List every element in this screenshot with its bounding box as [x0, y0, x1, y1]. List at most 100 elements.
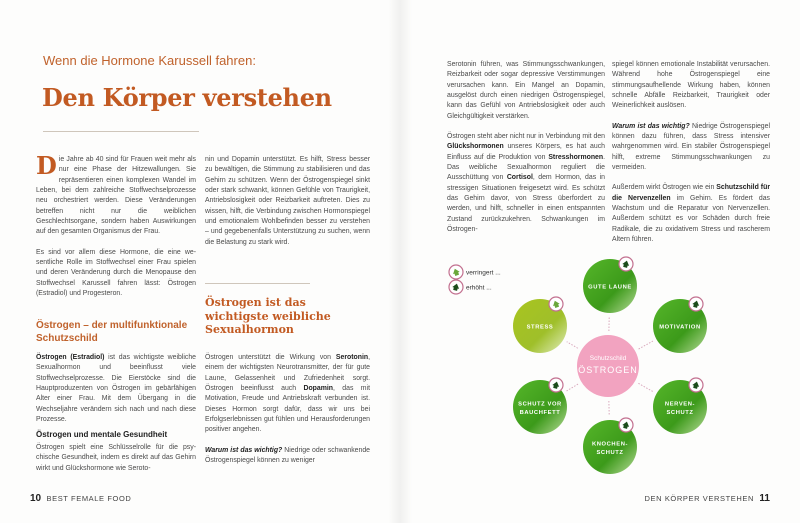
text-run: Niedrige Östrogen­spiegel können dazu fü… [612, 122, 770, 172]
node-label: SCHUTZ [596, 450, 623, 456]
paragraph: Warum ist das wichtig? Niedrige oder sch… [205, 446, 370, 467]
page-gutter [388, 0, 412, 523]
node-circle [513, 299, 567, 353]
column-2: nin und Dopamin unterstützt. Es hilft, S… [205, 155, 370, 258]
text-run: , das mit Motivation, Freude und Antrieb… [205, 385, 370, 434]
node-schutz-vor-bauchfett: SCHUTZ VOR BAUCHFETT [513, 377, 567, 434]
column-1-lower: Östrogen (Estradiol) ist das wichtigste … [36, 353, 196, 435]
subheading: Östrogen und mentale Gesundheit [36, 430, 168, 439]
emphasis-text: Cortisol [506, 174, 533, 182]
node-label: SCHUTZ VOR [518, 401, 562, 407]
footer-right: DEN KÖRPER VERSTEHEN 11 [645, 493, 770, 504]
page-title: Den Körper verstehen [42, 83, 332, 112]
emphasis-text: Schutz­schild für die Nervenzellen [612, 184, 770, 202]
intro-text: ie Jahre ab 40 sind für Frauen weit mehr… [36, 156, 196, 236]
node-circle [653, 380, 707, 434]
node-label: STRESS [527, 325, 554, 331]
text-run: Östrogen steht aber nicht nur in Verbind… [447, 133, 605, 141]
connector-line [638, 382, 654, 393]
text-run: , dem Hormon, das in stressigen Situatio… [447, 174, 605, 234]
column-3: Serotonin führen, was Stimmungsschwan­ku… [447, 60, 605, 246]
paragraph: Östrogen (Estradiol) ist das wichtigste … [36, 353, 196, 425]
node-motivation: MOTIVATION [653, 296, 707, 353]
paragraph: spiegel können emotionale Instabilität v… [612, 61, 770, 110]
emphasis-text: Warum ist das wichtig? [205, 446, 283, 454]
connector-line [566, 383, 579, 392]
center-label: ÖSTROGEN [578, 365, 638, 375]
connector-line [566, 341, 579, 349]
text-run: ist das wichtigste weib­liche Sexualhorm… [36, 354, 196, 424]
paragraph: Östrogen unterstützt die Wirkung von Ser… [205, 353, 370, 436]
node-circle [653, 299, 707, 353]
center-node: Schutzschild ÖSTROGEN [577, 335, 639, 397]
legend-label: verringert ... [466, 270, 501, 277]
node-knochen-schutz: KNOCHEN- SCHUTZ [583, 417, 637, 474]
emphasis-text: Östrogen (Estradiol) [36, 354, 105, 361]
arrow-up-icon [448, 279, 464, 295]
column-2-lower: Östrogen unterstützt die Wirkung von Ser… [205, 353, 370, 476]
node-label: MOTIVATION [659, 325, 701, 331]
section-heading: Östrogen – der multifunktionale Schutzsc… [36, 320, 188, 344]
diagram-connectors [566, 316, 654, 417]
emphasis-text: Glückshormonen [447, 143, 504, 151]
paragraph: Außerdem wirkt Östrogen wie ein Schutz­s… [612, 183, 770, 245]
emphasis-text: Stresshormonen [548, 153, 604, 161]
text-run: Niedrige oder schwan­kende Östrogenspieg… [205, 446, 370, 465]
text-run: unseres Körpers, es hat auch Einfluss au… [447, 143, 605, 161]
text-run: Außerdem wirkt Östrogen wie ein [612, 184, 717, 192]
emphasis-text: Sero­tonin [335, 354, 369, 361]
node-label: GUTE LAUNE [588, 285, 632, 291]
node-label: KNOCHEN- [592, 441, 628, 447]
paragraph: Östrogen spielt eine Schlüsselrolle für … [36, 444, 196, 472]
arrow-down-icon [448, 264, 464, 280]
node-circle [583, 259, 637, 313]
text-run: , einem der wichtigsten Neurotransmit­te… [205, 354, 370, 393]
node-label: SCHUTZ [666, 410, 693, 416]
arrow-up-icon [618, 256, 634, 272]
paragraph: Serotonin führen, was Stimmungsschwan­ku… [447, 61, 605, 120]
arrow-up-icon [688, 377, 704, 393]
divider [43, 131, 199, 132]
node-circle [513, 380, 567, 434]
footer-left: 10 BEST FEMALE FOOD [30, 493, 131, 504]
paragraph: nin und Dopamin unterstützt. Es hilft, S… [205, 156, 370, 246]
paragraph: Es sind vor allem diese Hormone, die ein… [36, 248, 196, 298]
center-circle [577, 335, 639, 397]
node-label: BAUCHFETT [520, 410, 561, 416]
node-nerven-schutz: NERVEN- SCHUTZ [653, 377, 707, 434]
arrow-down-icon [548, 296, 564, 312]
connector-line [638, 340, 654, 350]
text-run: Östrogen unterstützt die Wirkung von [205, 354, 336, 361]
running-footer: DEN KÖRPER VERSTEHEN [644, 494, 755, 503]
paragraph: Warum ist das wichtig? Niedrige Östrogen… [612, 122, 770, 174]
diagram-nodes: GUTE LAUNEMOTIVATIONNERVEN-SCHUTZKNOCHEN… [513, 256, 707, 474]
drop-cap: D [36, 151, 57, 180]
section-heading: Östrogen ist das wichtigste weibliche Se… [205, 296, 331, 336]
arrow-up-icon [688, 296, 704, 312]
node-circle [583, 420, 637, 474]
chapter-kicker: Wenn die Hormone Karussell fahren: [43, 53, 256, 68]
text-run: . Das weibliche Sexualhor­mon reguliert … [447, 153, 605, 182]
page-number: 11 [759, 493, 770, 504]
node-label: NERVEN- [665, 401, 695, 407]
running-footer: BEST FEMALE FOOD [46, 494, 132, 503]
column-1-bottom: Östrogen spielt eine Schlüsselrolle für … [36, 443, 196, 484]
legend-label: erhöht ... [466, 285, 492, 292]
emphasis-text: Dopamin [303, 385, 333, 393]
page-number: 10 [30, 493, 42, 504]
arrow-up-icon [548, 377, 564, 393]
diagram-legend: verringert ... erhöht ... [448, 264, 501, 295]
center-label-small: Schutzschild [590, 355, 627, 362]
paragraph: Östrogen steht aber nicht nur in Verbind… [447, 132, 605, 235]
node-gute-laune: GUTE LAUNE [583, 256, 637, 313]
divider [205, 283, 310, 284]
text-run: im Gehirn. Es för­dert das Wachstum und … [612, 194, 770, 244]
node-stress: STRESS [513, 296, 567, 353]
emphasis-text: Warum ist das wichtig? [612, 122, 690, 130]
arrow-up-icon [618, 417, 634, 433]
column-4: spiegel können emotionale Instabilität v… [612, 60, 770, 256]
